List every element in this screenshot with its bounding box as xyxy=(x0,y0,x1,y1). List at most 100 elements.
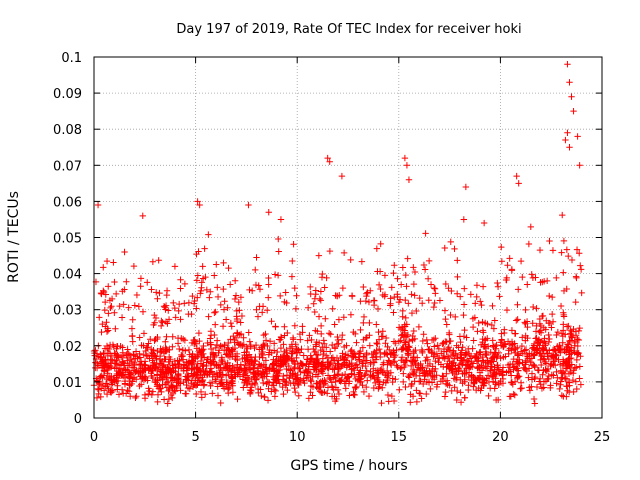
data-point xyxy=(399,264,407,271)
data-point xyxy=(252,281,260,289)
data-point xyxy=(233,329,241,336)
data-point xyxy=(220,285,227,293)
data-point xyxy=(457,293,464,300)
data-point xyxy=(377,240,384,248)
data-point xyxy=(430,303,438,311)
data-point xyxy=(363,367,370,374)
data-point xyxy=(141,391,149,399)
data-point xyxy=(522,346,530,353)
data-point xyxy=(348,346,355,354)
data-point xyxy=(211,331,218,339)
data-point xyxy=(158,348,165,355)
data-point xyxy=(318,274,326,281)
data-point xyxy=(498,243,505,251)
data-point xyxy=(387,369,395,376)
data-point xyxy=(185,299,193,306)
data-point xyxy=(490,378,497,385)
data-point xyxy=(489,371,497,379)
data-point xyxy=(390,269,397,277)
data-point xyxy=(109,387,116,395)
data-point xyxy=(292,341,299,348)
data-point xyxy=(546,347,553,354)
data-point xyxy=(494,279,501,287)
data-point xyxy=(572,378,580,385)
data-point xyxy=(374,305,382,313)
data-point xyxy=(393,362,400,369)
data-point xyxy=(558,249,565,256)
y-tick-labels: 0 0.01 0.02 0.03 0.04 0.05 0.06 0.07 0.08 0.09 0.1 xyxy=(53,51,82,427)
data-point xyxy=(384,391,392,399)
data-point xyxy=(288,273,296,280)
data-point xyxy=(239,355,246,363)
data-point xyxy=(309,392,316,399)
data-point xyxy=(270,382,277,389)
data-point xyxy=(220,259,227,267)
x-axis-label: GPS time / hours xyxy=(290,458,407,474)
data-point xyxy=(378,365,385,373)
data-point xyxy=(342,351,349,358)
data-point xyxy=(515,359,522,367)
data-point xyxy=(567,364,574,372)
data-point xyxy=(353,361,361,368)
data-point xyxy=(479,283,487,290)
data-point xyxy=(160,361,168,369)
data-point xyxy=(262,357,270,364)
data-point xyxy=(365,392,373,400)
data-point xyxy=(100,264,107,271)
data-point xyxy=(357,326,364,334)
data-point xyxy=(211,353,218,361)
data-point xyxy=(479,327,487,334)
data-point xyxy=(317,322,325,330)
data-point xyxy=(498,330,505,337)
data-point xyxy=(525,240,533,248)
data-point xyxy=(98,358,106,366)
data-point xyxy=(403,357,411,364)
y-tick-label: 0.07 xyxy=(53,159,82,174)
data-point xyxy=(453,290,461,297)
data-point xyxy=(349,365,357,372)
data-point xyxy=(501,326,508,333)
data-point xyxy=(451,355,458,362)
data-point xyxy=(524,281,531,288)
data-point xyxy=(145,385,152,392)
axis-ticks xyxy=(93,56,603,419)
data-point xyxy=(440,363,447,370)
data-point xyxy=(184,384,192,392)
data-point xyxy=(190,358,197,366)
data-point xyxy=(129,316,136,323)
data-point xyxy=(418,364,426,371)
data-point xyxy=(508,266,516,273)
data-point xyxy=(245,201,252,209)
data-point xyxy=(386,346,393,354)
data-point xyxy=(107,356,114,363)
data-point xyxy=(305,395,313,402)
data-point xyxy=(261,393,268,401)
data-point xyxy=(364,289,371,296)
data-point xyxy=(454,387,461,395)
data-point xyxy=(213,341,221,349)
data-point xyxy=(441,393,449,400)
data-point xyxy=(378,399,385,407)
data-point xyxy=(462,351,469,359)
data-point xyxy=(217,301,224,309)
data-point xyxy=(193,277,201,284)
data-point xyxy=(144,352,152,360)
data-point xyxy=(274,348,281,356)
data-point xyxy=(169,360,176,368)
data-point xyxy=(265,351,272,358)
data-point xyxy=(201,245,208,252)
data-point xyxy=(212,344,219,352)
data-point xyxy=(132,348,140,355)
data-point xyxy=(152,314,160,322)
data-point xyxy=(227,319,235,327)
data-point xyxy=(565,341,572,348)
data-point xyxy=(312,327,319,334)
data-point xyxy=(171,304,178,312)
data-point xyxy=(193,345,201,352)
data-point xyxy=(268,318,275,325)
data-point xyxy=(388,392,396,400)
data-point xyxy=(559,339,566,346)
data-point xyxy=(196,337,203,345)
data-point xyxy=(382,339,389,347)
data-point xyxy=(410,348,417,355)
